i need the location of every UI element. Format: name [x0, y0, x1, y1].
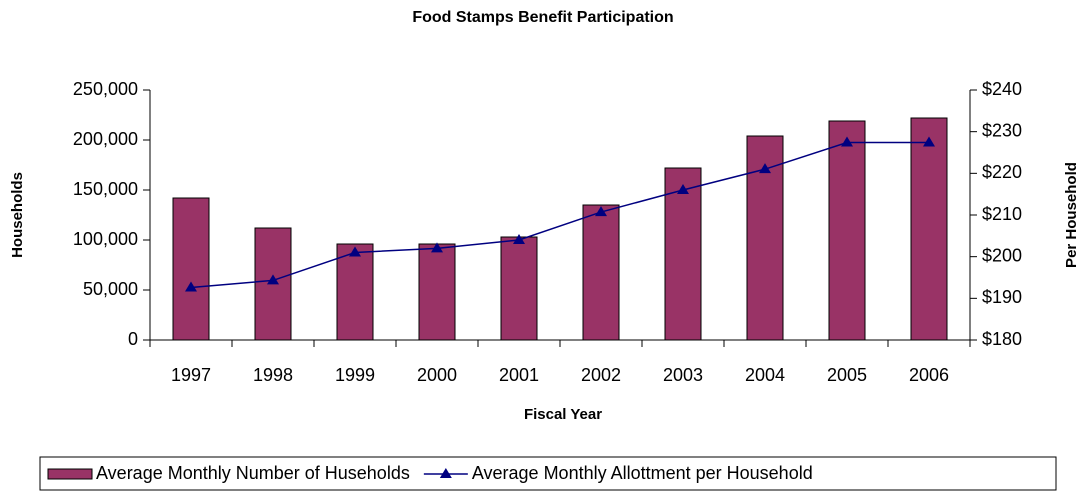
y-tick-label: 100,000 — [73, 229, 138, 249]
x-axis-label: Fiscal Year — [524, 406, 602, 423]
bar — [418, 243, 456, 341]
y-tick-label: 250,000 — [73, 79, 138, 99]
y2-tick-label: $180 — [982, 329, 1022, 349]
y2-tick-label: $220 — [982, 162, 1022, 182]
x-tick-label: 2003 — [663, 365, 703, 385]
chart-title: Food Stamps Benefit Participation — [412, 9, 673, 26]
bar — [172, 197, 210, 341]
x-tick-label: 2005 — [827, 365, 867, 385]
marker — [841, 136, 853, 147]
marker — [677, 184, 689, 194]
line — [190, 141, 929, 289]
legend-swatch — [47, 468, 93, 480]
y2-axis-label: Per Household — [1063, 162, 1080, 268]
bar — [828, 120, 866, 341]
legend-label: Average Monthly Number of Huseholds — [96, 463, 410, 483]
y-tick-label: 200,000 — [73, 129, 138, 149]
y-tick-label: 0 — [128, 329, 138, 349]
y-axis-label: Households — [9, 172, 26, 258]
marker — [759, 163, 771, 174]
x-tick-label: 1997 — [171, 365, 211, 385]
x-tick-label: 2000 — [417, 365, 457, 385]
bar — [336, 243, 374, 341]
bar — [582, 204, 620, 341]
y2-tick-label: $200 — [982, 245, 1022, 265]
y-tick-label: 150,000 — [73, 179, 138, 199]
marker — [513, 234, 525, 244]
bar — [500, 236, 538, 341]
x-tick-label: 1998 — [253, 365, 293, 385]
marker — [923, 136, 935, 147]
x-tick-label: 2001 — [499, 365, 539, 385]
y-tick-label: 50,000 — [83, 279, 138, 299]
y2-tick-label: $190 — [982, 287, 1022, 307]
bar — [910, 117, 948, 341]
x-tick-label: 2004 — [745, 365, 785, 385]
marker — [349, 246, 361, 257]
y2-tick-label: $230 — [982, 120, 1022, 140]
marker — [431, 242, 443, 253]
x-tick-label: 2006 — [909, 365, 949, 385]
y2-tick-label: $240 — [982, 79, 1022, 99]
marker — [267, 274, 279, 285]
legend-box — [39, 456, 1057, 491]
marker — [185, 281, 197, 292]
legend-label: Average Monthly Allottment per Household — [472, 463, 813, 483]
y2-tick-label: $210 — [982, 204, 1022, 224]
x-tick-label: 1999 — [335, 365, 375, 385]
x-tick-label: 2002 — [581, 365, 621, 385]
legend-marker — [439, 468, 452, 478]
marker — [595, 206, 607, 217]
